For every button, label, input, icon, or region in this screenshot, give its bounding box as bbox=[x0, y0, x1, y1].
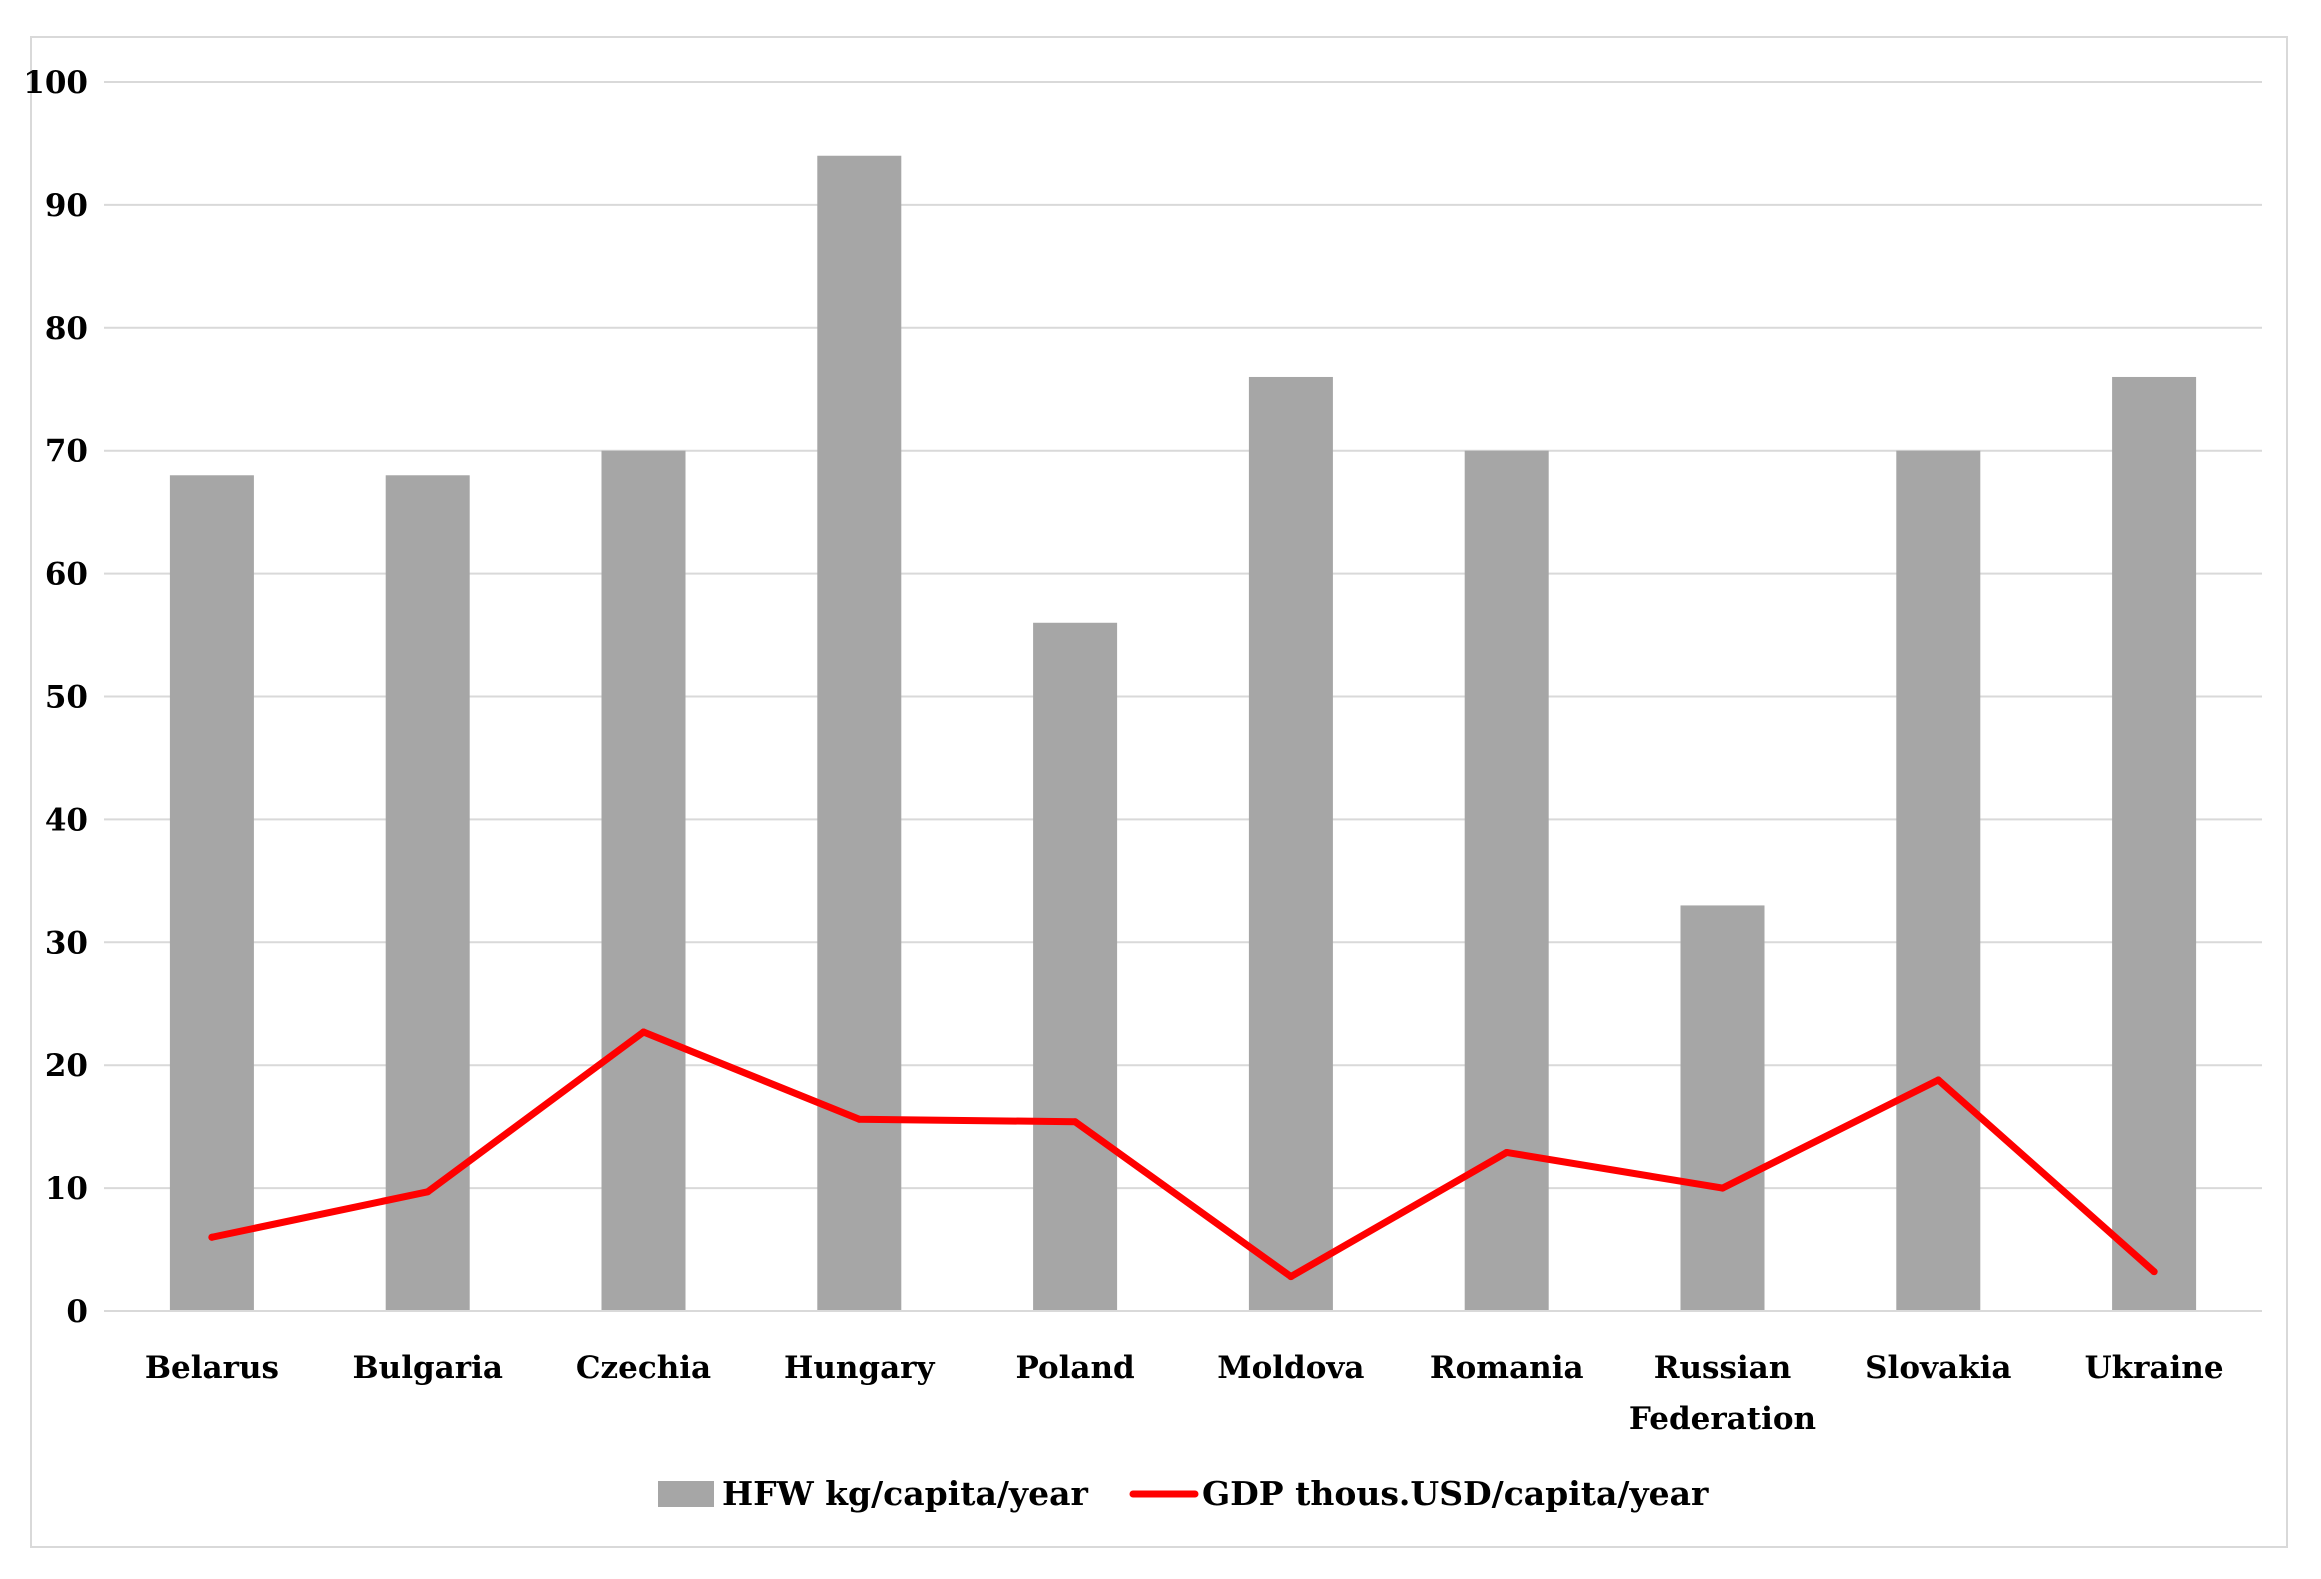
gdp-point bbox=[855, 1115, 863, 1123]
x-tick-label: Hungary bbox=[784, 1350, 935, 1386]
x-tick-label-line: Poland bbox=[1015, 1350, 1134, 1386]
x-tick-label: Moldova bbox=[1217, 1350, 1364, 1386]
gdp-line bbox=[208, 1028, 2158, 1281]
x-tick-label-line: Czechia bbox=[576, 1350, 711, 1386]
bar bbox=[385, 475, 470, 1311]
legend-label-hfw: HFW kg/capita/year bbox=[722, 1474, 1088, 1513]
gdp-point bbox=[208, 1233, 216, 1241]
legend-label-gdp: GDP thous.USD/capita/year bbox=[1202, 1474, 1709, 1513]
y-tick-label: 80 bbox=[45, 311, 88, 347]
gdp-point bbox=[1503, 1148, 1511, 1156]
y-tick-label: 50 bbox=[45, 680, 88, 716]
bar bbox=[817, 155, 902, 1312]
x-tick-label-line: Romania bbox=[1430, 1350, 1584, 1386]
y-tick-label: 70 bbox=[45, 434, 88, 470]
x-tick-label-line: Bulgaria bbox=[352, 1350, 502, 1386]
x-tick-label-line: Hungary bbox=[784, 1350, 935, 1386]
gdp-point bbox=[424, 1188, 432, 1196]
x-tick-label: Poland bbox=[1015, 1350, 1134, 1386]
bar-series bbox=[169, 155, 2197, 1312]
x-tick-label-line: Federation bbox=[1629, 1401, 1816, 1437]
gdp-point bbox=[1287, 1273, 1295, 1281]
x-tick-label: Bulgaria bbox=[352, 1350, 502, 1386]
bar bbox=[601, 450, 686, 1311]
x-tick-label-line: Ukraine bbox=[2085, 1350, 2224, 1386]
x-tick-label: Romania bbox=[1430, 1350, 1584, 1386]
x-tick-label: Belarus bbox=[145, 1350, 279, 1386]
x-tick-label: Ukraine bbox=[2085, 1350, 2224, 1386]
line-series bbox=[208, 1028, 2158, 1281]
y-tick-label: 40 bbox=[45, 802, 88, 838]
bar bbox=[2112, 376, 2197, 1312]
x-axis-tick-labels: Belarus Bulgaria Czechia Hungary Poland Moldo… bbox=[145, 1350, 2224, 1437]
bar bbox=[1680, 905, 1765, 1311]
x-tick-label-line: Slovakia bbox=[1865, 1350, 2011, 1386]
gdp-point bbox=[1719, 1184, 1726, 1192]
y-axis-tick-labels: 0 10 20 30 40 50 60 70 80 90 100 bbox=[23, 65, 88, 1330]
y-tick-label: 60 bbox=[45, 557, 88, 593]
bar bbox=[1033, 622, 1118, 1311]
bar bbox=[169, 475, 254, 1311]
bar bbox=[1896, 450, 1981, 1311]
y-tick-label: 10 bbox=[45, 1171, 88, 1207]
gdp-point bbox=[640, 1028, 647, 1036]
x-tick-label: Slovakia bbox=[1865, 1350, 2011, 1386]
x-tick-label: Czechia bbox=[576, 1350, 711, 1386]
x-tick-label-line: Belarus bbox=[145, 1350, 279, 1386]
y-tick-label: 0 bbox=[66, 1294, 88, 1330]
gdp-point bbox=[1071, 1118, 1079, 1126]
bar bbox=[1248, 376, 1333, 1312]
x-tick-label-line: Moldova bbox=[1217, 1350, 1364, 1386]
legend: HFW kg/capita/year GDP thous.USD/capita/y… bbox=[658, 1474, 1709, 1513]
gdp-point bbox=[1934, 1076, 1942, 1084]
x-tick-label-line: Russian bbox=[1654, 1350, 1792, 1386]
gdp-point bbox=[2150, 1268, 2158, 1276]
y-tick-label: 30 bbox=[45, 925, 88, 961]
y-tick-label: 100 bbox=[23, 65, 88, 101]
y-tick-label: 90 bbox=[45, 188, 88, 224]
bar bbox=[1464, 450, 1549, 1311]
legend-bar-swatch bbox=[658, 1481, 714, 1507]
y-tick-label: 20 bbox=[45, 1048, 88, 1084]
x-tick-label: Russian Federation bbox=[1629, 1350, 1816, 1437]
